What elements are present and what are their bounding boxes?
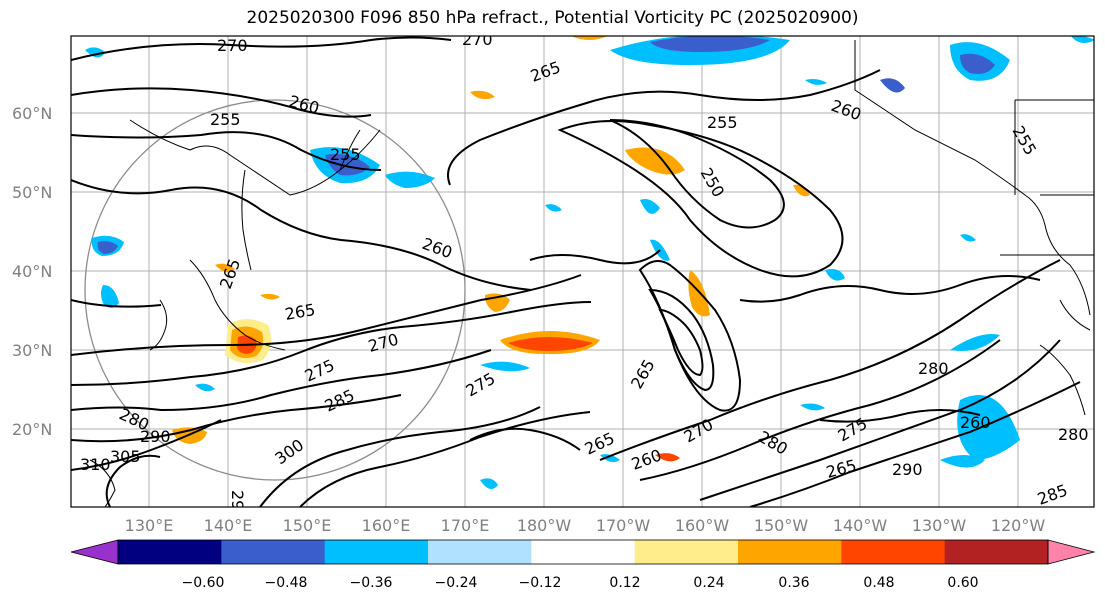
map-title: 2025020300 F096 850 hPa refract., Potent…	[246, 8, 859, 28]
colorbar-tick-label: 0.24	[693, 575, 724, 591]
colorbar-cell	[944, 540, 1049, 564]
longitude-labels: 130°E 140°E 150°E 160°E 170°E 180°W 170°…	[125, 516, 1046, 535]
colorbar: −0.60 −0.48 −0.36 −0.24 −0.12 0.12 0.24 …	[70, 539, 1096, 591]
lon-label: 170°W	[596, 516, 651, 535]
lon-label: 140°E	[204, 516, 253, 535]
colorbar-tick-label: 0.48	[863, 575, 894, 591]
contour-label: 295	[228, 490, 247, 521]
colorbar-cell	[634, 540, 739, 564]
colorbar-cell	[428, 540, 532, 564]
lon-label: 170°E	[441, 516, 490, 535]
contour-label: 270	[217, 36, 248, 55]
lon-label: 140°W	[833, 516, 888, 535]
colorbar-tick-label: 0.60	[947, 575, 978, 591]
colorbar-cell	[118, 540, 222, 564]
contour-label: 255	[707, 113, 738, 132]
colorbar-tick-label: −0.48	[265, 575, 308, 591]
colorbar-tick-label: −0.24	[435, 575, 478, 591]
colorbar-cells	[118, 540, 1049, 564]
colorbar-min-extend	[70, 539, 119, 565]
lon-label: 130°W	[912, 516, 967, 535]
contour-label: 280	[1058, 425, 1089, 444]
map-border	[70, 35, 1095, 508]
lat-label: 30°N	[12, 341, 52, 360]
lat-label: 40°N	[12, 262, 52, 281]
lon-label: 150°W	[754, 516, 809, 535]
contour-label: 255	[210, 110, 241, 129]
contour-label: 290	[892, 460, 923, 479]
contour-label: 255	[330, 145, 361, 164]
contour-label: 270	[462, 30, 493, 49]
lat-label: 20°N	[12, 420, 52, 439]
latitude-labels: 60°N 50°N 40°N 30°N 20°N	[12, 104, 52, 439]
colorbar-cell	[324, 540, 429, 564]
contour-label: 310	[80, 455, 111, 474]
colorbar-outline	[117, 539, 1049, 565]
colorbar-tick-label: −0.36	[350, 575, 393, 591]
map-content: 270 265 260 255 255 250 265 260 255 260 …	[71, 30, 1094, 521]
lon-label: 130°E	[125, 516, 174, 535]
positive-pv-shading	[172, 36, 810, 462]
colorbar-cell	[841, 540, 946, 564]
range-ring	[84, 99, 466, 481]
lon-label: 120°W	[991, 516, 1046, 535]
colorbar-tick-label: −0.12	[519, 575, 562, 591]
colorbar-cell	[738, 540, 842, 564]
colorbar-tick-label: −0.60	[182, 575, 225, 591]
contour-label: 260	[960, 413, 991, 432]
lat-label: 50°N	[12, 183, 52, 202]
lon-label: 160°E	[362, 516, 411, 535]
colorbar-ticks: −0.60 −0.48 −0.36 −0.24 −0.12 0.12 0.24 …	[182, 575, 979, 591]
lon-label: 180°W	[517, 516, 572, 535]
contour-label: 290	[140, 427, 171, 446]
refractivity-contours	[71, 36, 1081, 507]
contour-label: 280	[918, 359, 949, 378]
colorbar-cell	[531, 540, 636, 564]
lat-label: 60°N	[12, 104, 52, 123]
colorbar-max-extend	[1047, 539, 1096, 565]
colorbar-tick-label: 0.12	[609, 575, 640, 591]
colorbar-tick-label: 0.36	[778, 575, 809, 591]
contour-label: 305	[110, 447, 141, 466]
lon-label: 150°E	[283, 516, 332, 535]
colorbar-cell	[221, 540, 326, 564]
lon-label: 160°W	[675, 516, 730, 535]
